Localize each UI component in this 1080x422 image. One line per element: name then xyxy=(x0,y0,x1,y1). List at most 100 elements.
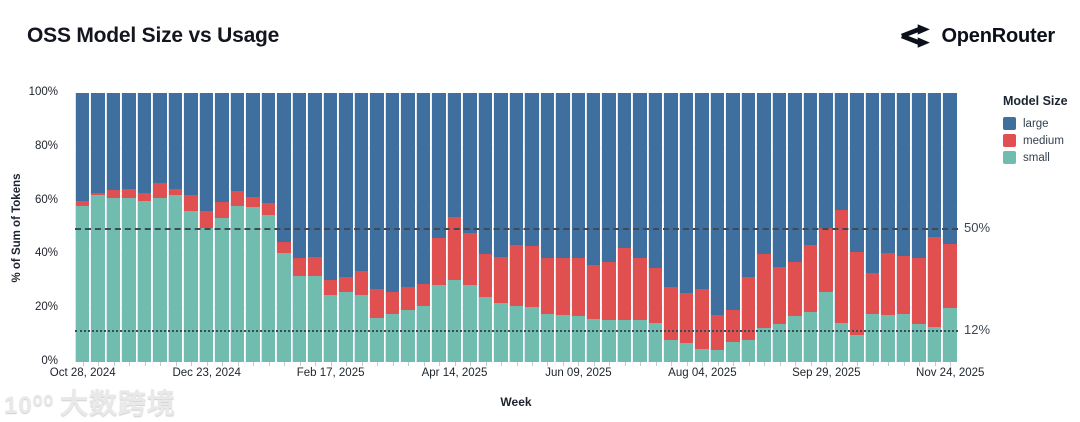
bar[interactable] xyxy=(370,93,384,362)
bar[interactable] xyxy=(556,93,570,362)
bar[interactable] xyxy=(215,93,229,362)
bar-segment-large[interactable] xyxy=(927,93,942,237)
bar[interactable] xyxy=(354,93,369,362)
bar-segment-large[interactable] xyxy=(447,93,462,217)
bar[interactable] xyxy=(308,93,322,362)
bar-segment-large[interactable] xyxy=(354,93,369,271)
bar-segment-small[interactable] xyxy=(834,323,849,362)
bar-segment-medium[interactable] xyxy=(819,227,833,293)
bar-segment-small[interactable] xyxy=(339,292,353,362)
bar-segment-large[interactable] xyxy=(76,93,90,201)
bar-segment-medium[interactable] xyxy=(292,258,307,276)
bar-segment-small[interactable] xyxy=(509,305,524,362)
bar-segment-large[interactable] xyxy=(586,93,601,266)
bar-segment-medium[interactable] xyxy=(308,257,322,276)
bar-segment-large[interactable] xyxy=(478,93,493,255)
bar-segment-medium[interactable] xyxy=(416,284,431,306)
bar[interactable] xyxy=(168,93,183,362)
legend-item-large[interactable]: large xyxy=(1003,117,1068,130)
bar-segment-small[interactable] xyxy=(416,305,431,362)
bar-segment-medium[interactable] xyxy=(525,246,539,307)
bar-segment-small[interactable] xyxy=(664,340,678,362)
bar[interactable] xyxy=(834,93,849,362)
bar-segment-small[interactable] xyxy=(819,292,833,362)
bar-segment-small[interactable] xyxy=(617,320,632,362)
legend-item-medium[interactable]: medium xyxy=(1003,134,1068,147)
bar-segment-medium[interactable] xyxy=(788,262,802,317)
bar[interactable] xyxy=(509,93,524,362)
bar-segment-medium[interactable] xyxy=(385,292,400,314)
bar-segment-large[interactable] xyxy=(122,93,136,189)
bar-segment-small[interactable] xyxy=(106,197,121,362)
bar[interactable] xyxy=(819,93,833,362)
bar-segment-medium[interactable] xyxy=(153,183,167,198)
bar-segment-large[interactable] xyxy=(168,93,183,189)
bar[interactable] xyxy=(679,93,694,362)
bar-segment-large[interactable] xyxy=(540,93,555,259)
bar-segment-medium[interactable] xyxy=(757,254,771,329)
bar-segment-medium[interactable] xyxy=(695,289,709,349)
bar-segment-medium[interactable] xyxy=(834,210,849,323)
bar-segment-small[interactable] xyxy=(556,314,570,362)
bar[interactable] xyxy=(292,93,307,362)
bar-segment-large[interactable] xyxy=(261,93,276,204)
bar[interactable] xyxy=(153,93,167,362)
bar[interactable] xyxy=(695,93,709,362)
bar-segment-medium[interactable] xyxy=(215,201,229,219)
bar[interactable] xyxy=(385,93,400,362)
bar-segment-small[interactable] xyxy=(540,313,555,362)
bar-segment-small[interactable] xyxy=(401,309,415,362)
bar-segment-small[interactable] xyxy=(184,211,198,362)
bar-segment-small[interactable] xyxy=(494,302,508,362)
bar-segment-small[interactable] xyxy=(323,294,338,362)
bar-segment-small[interactable] xyxy=(602,320,616,362)
bar-segment-small[interactable] xyxy=(153,197,167,362)
bar-segment-medium[interactable] xyxy=(401,286,415,310)
bar-segment-small[interactable] xyxy=(354,294,369,362)
bar-segment-small[interactable] xyxy=(277,253,291,362)
bar-segment-small[interactable] xyxy=(633,320,647,362)
bar-segment-small[interactable] xyxy=(912,324,926,362)
bar[interactable] xyxy=(540,93,555,362)
bar-segment-large[interactable] xyxy=(323,93,338,280)
bar-segment-large[interactable] xyxy=(91,93,105,193)
bar-segment-medium[interactable] xyxy=(354,270,369,295)
bar-segment-medium[interactable] xyxy=(633,258,647,321)
bar[interactable] xyxy=(91,93,105,362)
bar-segment-small[interactable] xyxy=(122,197,136,362)
bar-segment-small[interactable] xyxy=(741,340,756,362)
bar[interactable] xyxy=(184,93,198,362)
bar-segment-medium[interactable] xyxy=(509,245,524,306)
bar-segment-medium[interactable] xyxy=(184,195,198,212)
bar-segment-large[interactable] xyxy=(370,93,384,290)
bar[interactable] xyxy=(757,93,771,362)
bar-segment-small[interactable] xyxy=(385,313,400,362)
bar-segment-medium[interactable] xyxy=(710,314,725,350)
bar-segment-small[interactable] xyxy=(308,275,322,362)
bar-segment-large[interactable] xyxy=(834,93,849,211)
bar[interactable] xyxy=(339,93,353,362)
bar-segment-medium[interactable] xyxy=(230,191,245,206)
bar-segment-small[interactable] xyxy=(726,341,740,362)
bar-segment-small[interactable] xyxy=(246,207,260,362)
bar[interactable] xyxy=(401,93,415,362)
bar-segment-small[interactable] xyxy=(261,215,276,362)
bar[interactable] xyxy=(912,93,926,362)
bar-segment-large[interactable] xyxy=(106,93,121,190)
bar-segment-large[interactable] xyxy=(896,93,911,256)
bar-segment-medium[interactable] xyxy=(494,257,508,303)
bar[interactable] xyxy=(927,93,942,362)
bar-segment-large[interactable] xyxy=(463,93,477,233)
bar-segment-small[interactable] xyxy=(865,313,880,362)
bar-segment-medium[interactable] xyxy=(246,196,260,208)
bar[interactable] xyxy=(617,93,632,362)
bar[interactable] xyxy=(726,93,740,362)
bar-segment-small[interactable] xyxy=(850,335,864,362)
bar[interactable] xyxy=(664,93,678,362)
bar-segment-medium[interactable] xyxy=(850,251,864,336)
bar-segment-medium[interactable] xyxy=(106,189,121,198)
bar-segment-small[interactable] xyxy=(788,316,802,362)
bar-segment-large[interactable] xyxy=(788,93,802,263)
bar-segment-small[interactable] xyxy=(571,316,585,362)
bar-segment-large[interactable] xyxy=(509,93,524,245)
